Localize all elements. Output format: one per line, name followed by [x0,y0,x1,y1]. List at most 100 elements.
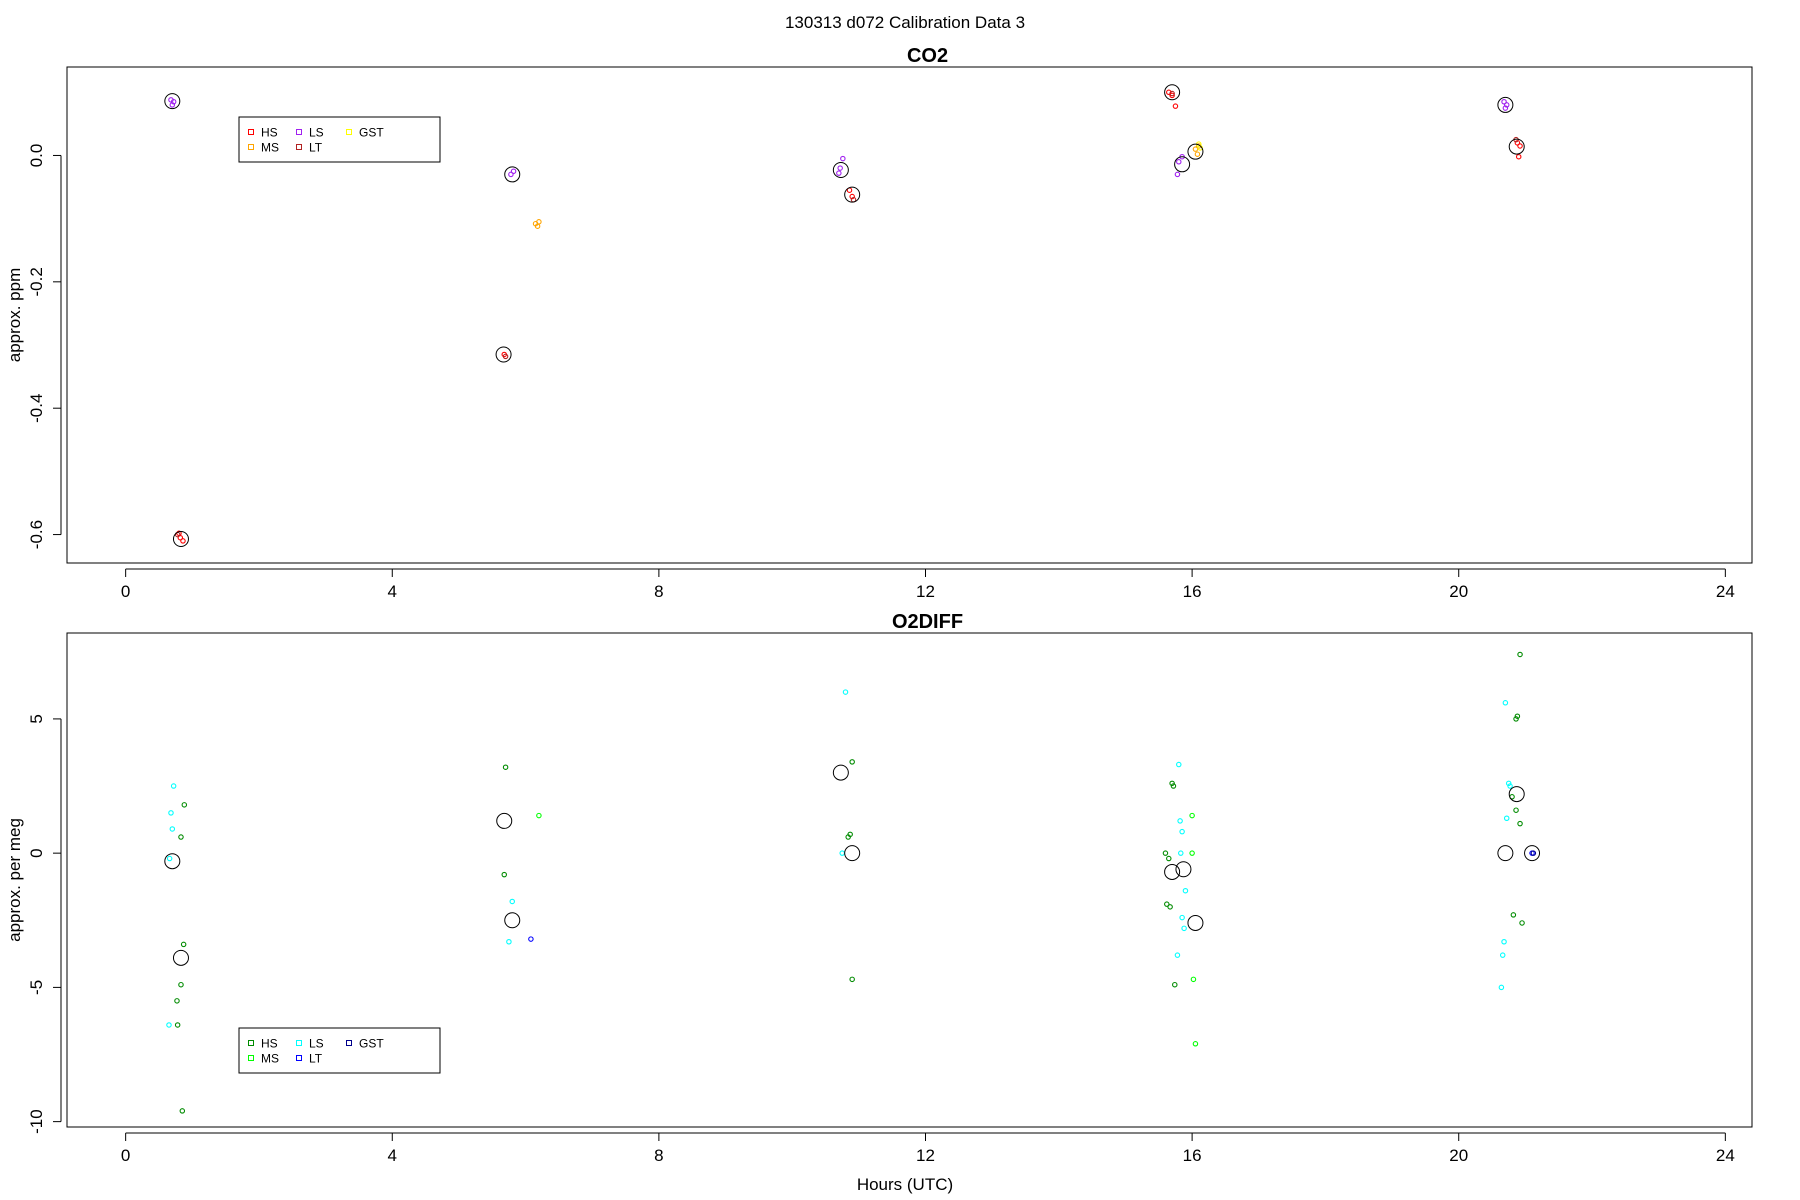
x-tick-label: 8 [654,582,663,601]
data-point-ls [170,99,177,105]
data-point-hs [181,802,188,808]
data-point-ls [169,102,176,108]
data-point-ls [842,689,849,695]
data-point-ls [1503,815,1510,821]
x-tick-label: 0 [121,582,130,601]
data-point-hs [1517,651,1523,658]
x-tick-label: 0 [121,1146,130,1165]
legend-marker [248,129,254,135]
data-point-hs [1169,780,1175,787]
data-point-hs [1513,807,1519,813]
data-point-hs [1517,143,1523,149]
mean-marker [1187,143,1204,160]
mean-marker [1175,861,1192,878]
plot-frame [66,66,1753,564]
data-point-ms [1190,976,1197,983]
data-point-ls [1176,761,1182,768]
mean-marker [164,93,181,110]
legend-label: HS [261,126,278,140]
legend-label: HS [261,1037,278,1051]
data-point-ls [1498,984,1505,991]
legend-marker [248,1055,254,1061]
mean-marker [1497,96,1514,113]
legend-label: GST [359,1037,384,1051]
legend-label: GST [359,126,384,140]
data-point-ls [1177,818,1183,824]
x-tick-label: 16 [1183,582,1202,601]
mean-marker [1524,845,1541,862]
data-point-hs [179,1108,186,1114]
legend-label: LT [309,141,323,155]
data-point-hs [1172,981,1178,988]
data-point-ls [1174,952,1181,958]
mean-marker [1187,914,1204,931]
data-point-ms [536,812,542,819]
x-tick-label: 20 [1449,582,1468,601]
data-point-hs [849,759,855,765]
data-point-hs [1510,912,1517,918]
legend-label: MS [261,141,279,155]
data-point-hs [178,981,184,988]
data-point-ms [1192,1041,1199,1047]
data-point-ls [1505,780,1512,787]
o2diff-panel: O2DIFF 0 4 8 12 16 20 24 -10 -5 0 5 approx. per meg H… [5,611,1753,1165]
mean-marker [1508,138,1525,155]
x-tick-label: 24 [1716,1146,1735,1165]
mean-marker [1164,863,1181,880]
data-point-hs [1167,904,1173,910]
data-point-ls [166,1022,172,1028]
data-point-ls [837,165,843,171]
mean-marker [172,949,189,966]
data-point-ls [1181,925,1187,932]
data-point-hs [845,834,851,840]
legend-marker [296,129,302,135]
data-point-hs [180,941,187,948]
data-point-ls [508,171,514,178]
data-point-hs [1164,901,1170,907]
data-point-ls [836,170,842,176]
y-tick-label: 0.0 [27,144,46,168]
legend-marker [296,144,302,150]
data-point-ls [1499,952,1506,958]
legend-label: LS [309,1037,324,1051]
y-tick-label: 0 [27,848,46,857]
x-tick-label: 20 [1449,1146,1468,1165]
mean-marker [844,845,861,862]
data-point-ms [534,223,541,229]
legend-marker [346,129,352,135]
mean-marker [504,912,521,929]
data-point-ls [1502,105,1509,111]
data-point-ms [1189,850,1195,856]
data-point-lt [528,936,534,942]
y-tick-label: 5 [27,714,46,723]
mean-marker [495,346,512,363]
legend-box [238,1027,441,1074]
data-point-hs [502,764,509,770]
data-point-ls [1503,102,1510,108]
data-point-hs [1514,713,1521,719]
data-point-ls [1174,171,1181,178]
y-axis-label: approx. ppm [5,268,24,363]
data-point-ls [168,810,174,816]
legend-marker [248,1040,254,1046]
data-point-hs [1162,850,1169,856]
mean-marker [496,812,513,829]
data-point-ls [506,938,512,945]
data-point-hs [1166,89,1172,96]
data-point-ms [1189,812,1195,819]
data-point-ls [1182,887,1189,894]
data-point-ls [1502,700,1509,706]
y-tick-label: -0.2 [27,267,46,296]
data-point-hs [1517,820,1523,827]
x-tick-label: 12 [916,1146,935,1165]
data-point-hs [1514,140,1521,146]
mean-marker [844,186,861,203]
figure-title: 130313 d072 Calibration Data 3 [785,13,1025,32]
data-point-ls [170,783,177,789]
data-point-hs [1166,855,1172,862]
data-point-ms [1192,146,1199,152]
data-point-ls [166,855,173,862]
data-point-hs [174,998,180,1004]
x-tick-label: 8 [654,1146,663,1165]
